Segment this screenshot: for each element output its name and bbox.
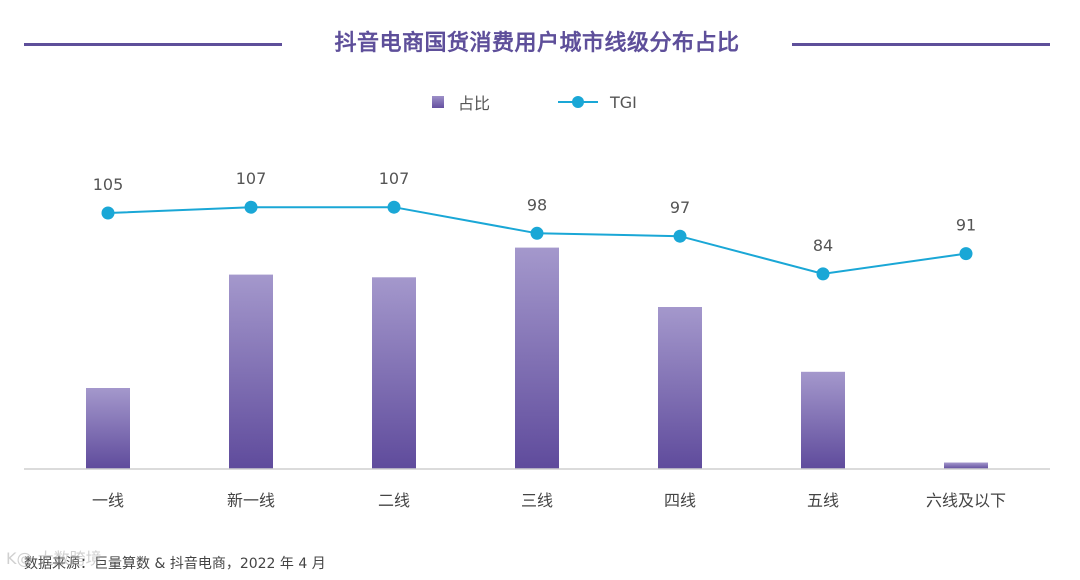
bar-3 xyxy=(372,277,416,469)
x-tick-label-1: 一线 xyxy=(92,491,124,510)
bar-5 xyxy=(658,307,702,469)
tgi-value-label-2: 107 xyxy=(236,169,267,188)
x-tick-label-4: 三线 xyxy=(521,491,553,510)
chart-title: 抖音电商国货消费用户城市线级分布占比 xyxy=(334,31,740,56)
x-tick-label-6: 五线 xyxy=(807,491,839,510)
tgi-point-6 xyxy=(816,267,830,281)
x-tick-label-5: 四线 xyxy=(664,491,696,510)
tgi-point-3 xyxy=(387,200,401,214)
tgi-value-label-4: 98 xyxy=(527,195,547,214)
tgi-point-2 xyxy=(244,200,258,214)
legend-label-share: 占比 xyxy=(458,94,491,113)
line-swatch-icon xyxy=(558,96,598,108)
x-tick-label-2: 新一线 xyxy=(227,491,275,510)
tgi-value-label-1: 105 xyxy=(93,175,124,194)
bar-7 xyxy=(944,462,988,469)
tgi-value-label-6: 84 xyxy=(813,236,833,255)
tgi-point-4 xyxy=(530,226,544,240)
source-note: 数据来源：巨量算数 & 抖音电商，2022 年 4 月 xyxy=(24,556,326,572)
legend-label-tgi: TGI xyxy=(610,92,637,112)
bar-swatch-icon xyxy=(432,96,444,108)
bar-2 xyxy=(229,274,273,469)
bar-4 xyxy=(515,247,559,469)
legend-item-tgi[interactable]: TGI xyxy=(558,88,637,116)
title-rule-left xyxy=(24,43,282,46)
x-tick-label-7: 六线及以下 xyxy=(926,491,1006,510)
bar-6 xyxy=(801,371,845,469)
legend: 占比 TGI xyxy=(0,88,1080,116)
legend-item-share[interactable]: 占比 xyxy=(432,88,490,116)
title-rule-right xyxy=(792,43,1050,46)
tgi-value-label-5: 97 xyxy=(670,198,690,217)
bar-1 xyxy=(86,388,130,469)
tgi-value-label-7: 91 xyxy=(956,216,976,235)
tgi-point-7 xyxy=(959,247,973,261)
tgi-value-label-3: 107 xyxy=(379,169,410,188)
chart-plot: 105 107 107 98 97 84 91 一线 新一线 二线 三线 四线 五线 六线及以下 xyxy=(24,169,1050,510)
x-tick-label-3: 二线 xyxy=(378,491,410,510)
tgi-point-1 xyxy=(101,206,115,220)
title-row: 抖音电商国货消费用户城市线级分布占比 xyxy=(0,26,1080,62)
tgi-point-5 xyxy=(673,229,687,243)
